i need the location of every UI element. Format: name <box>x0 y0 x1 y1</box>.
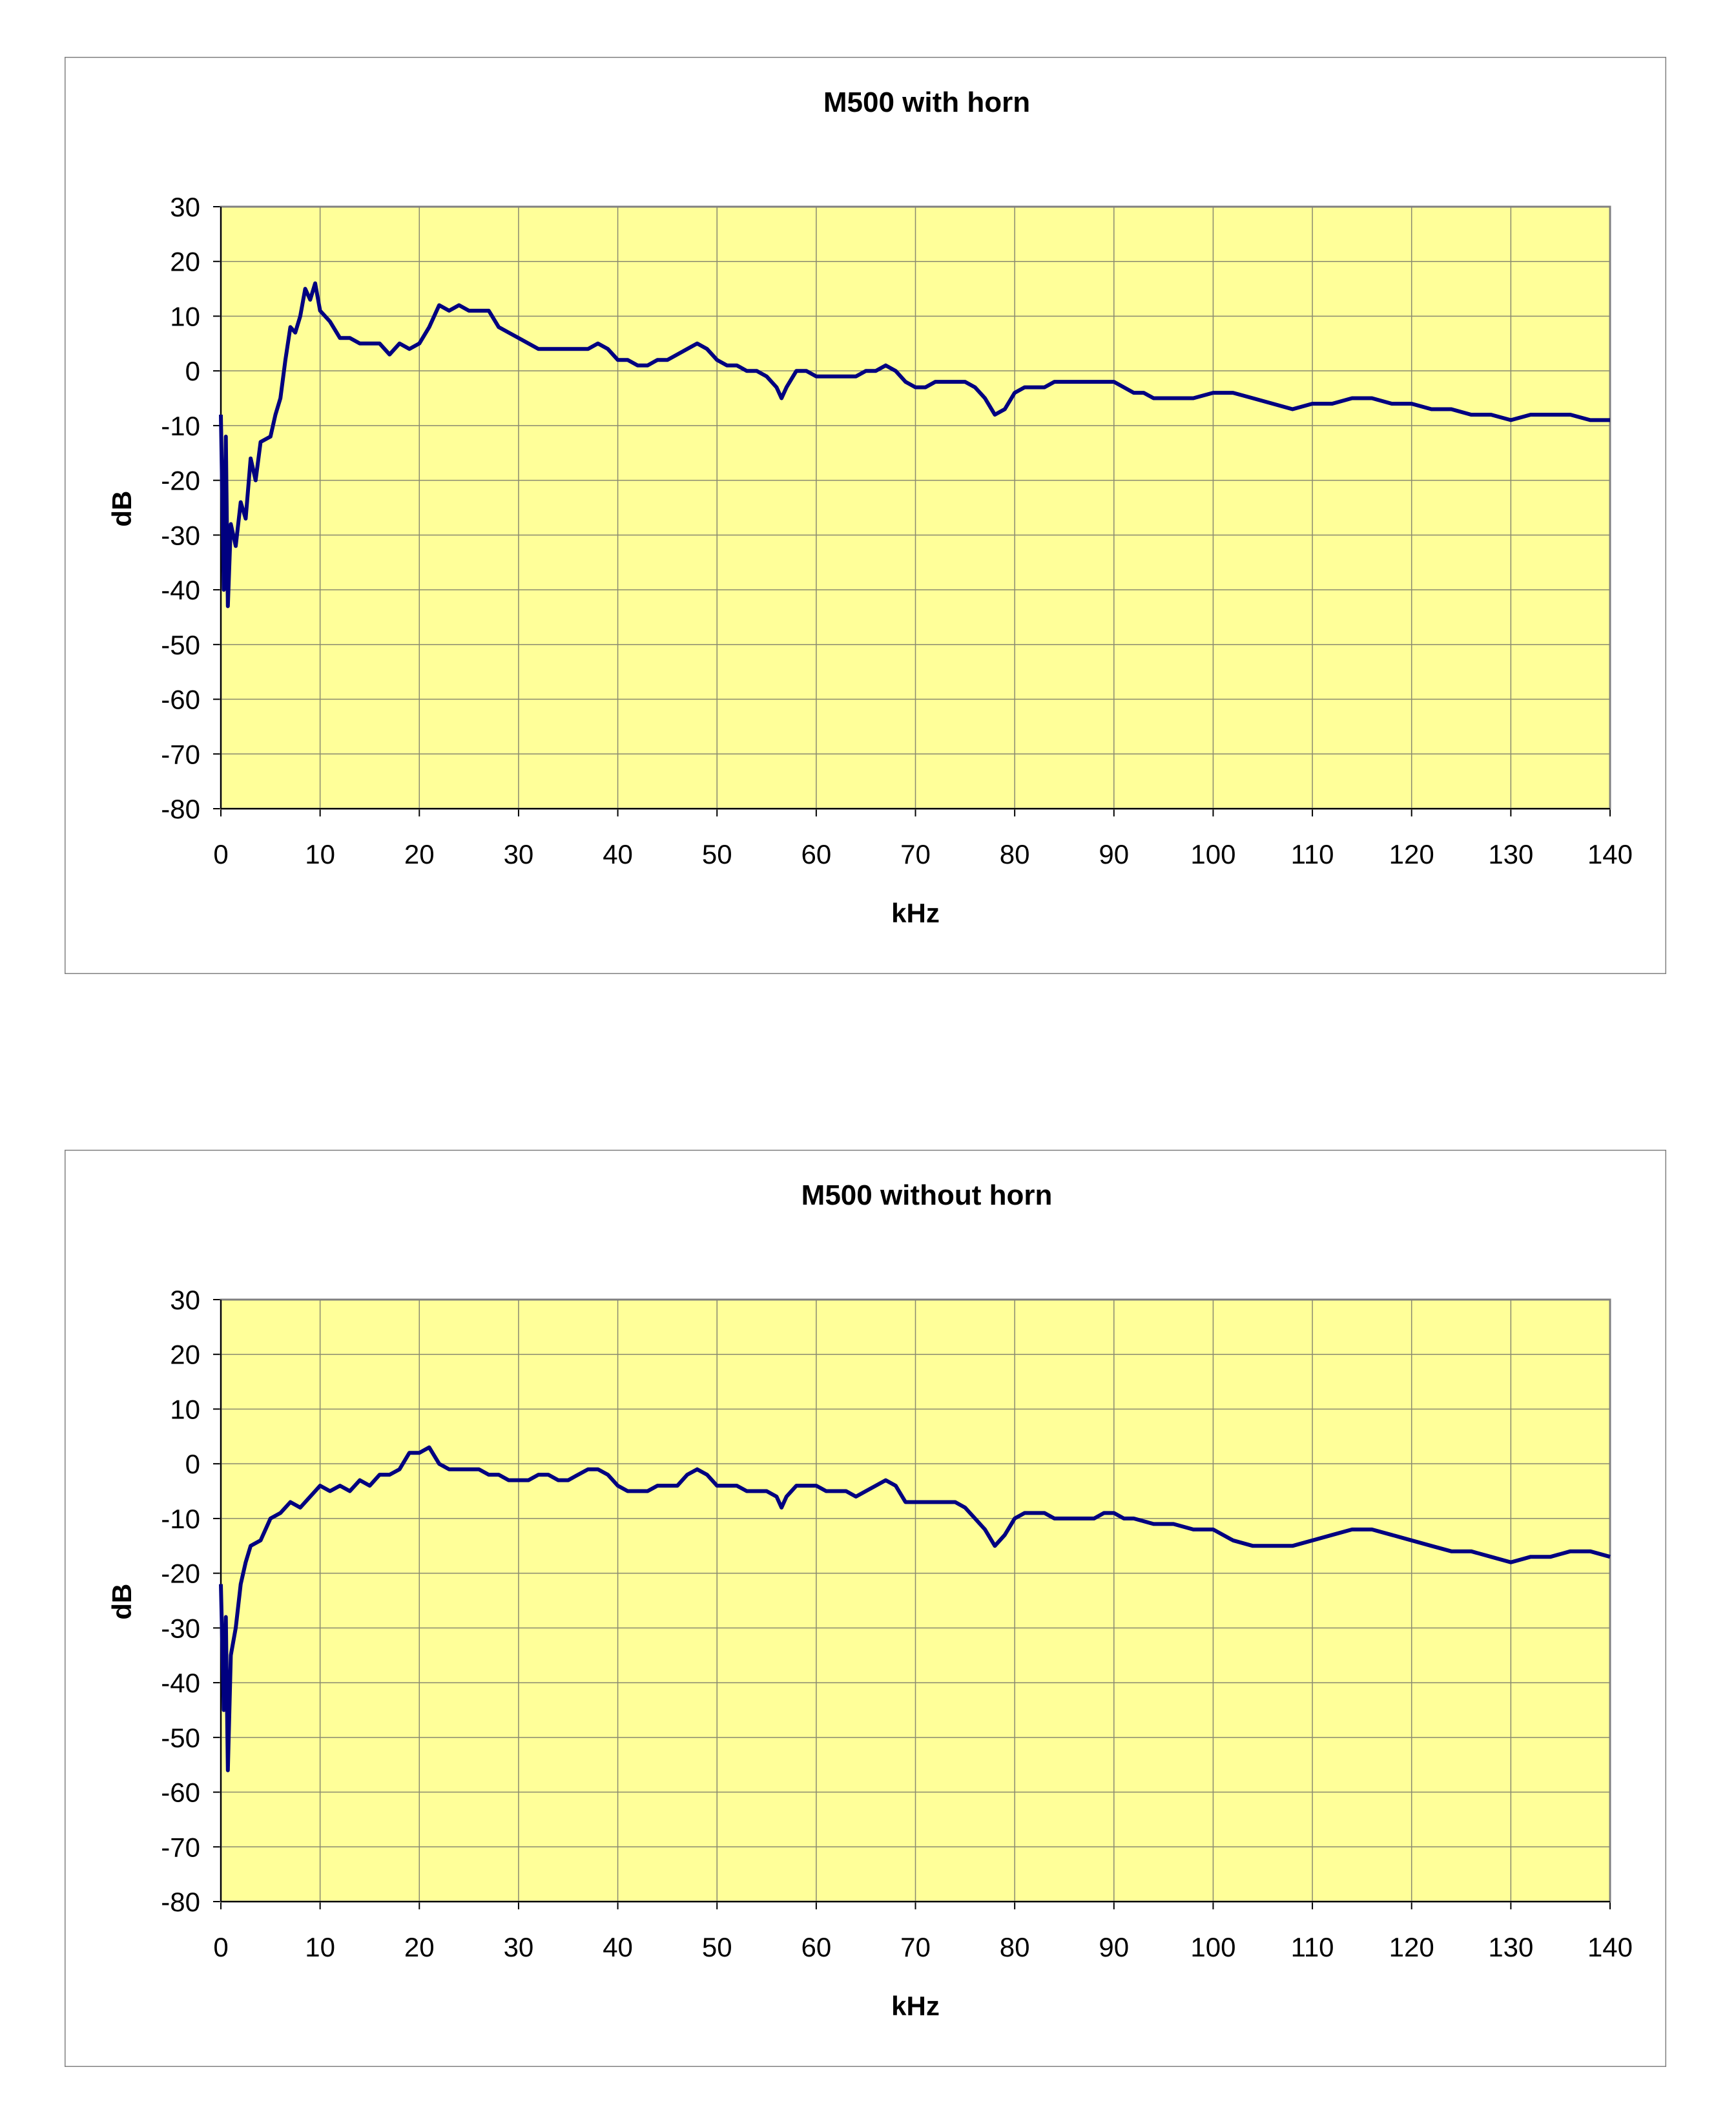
y-tick-label: -10 <box>161 1504 200 1534</box>
data-series-line <box>219 281 1610 608</box>
x-tick-label: 50 <box>702 839 732 869</box>
y-tick-label: 0 <box>185 1449 200 1479</box>
y-tick-label: -60 <box>161 685 200 715</box>
x-tick-label: 90 <box>1099 1932 1129 1962</box>
x-tick-label: 90 <box>1099 839 1129 869</box>
y-axis-label: dB <box>107 1584 137 1620</box>
x-tick-label: 70 <box>900 1932 931 1962</box>
x-axis-label: kHz <box>891 1991 940 2021</box>
x-tick-label: 10 <box>305 1932 335 1962</box>
y-axis-label: dB <box>107 491 137 527</box>
x-tick-label: 130 <box>1488 1932 1533 1962</box>
x-tick-label: 10 <box>305 839 335 869</box>
chart-svg: 0 10 20 30 40 50 60 70 80 90 100 110 120 130 140302010… <box>65 1150 1666 2067</box>
y-tick-label: -80 <box>161 1887 200 1917</box>
x-tick-label: 40 <box>603 839 633 869</box>
y-tick-label: -30 <box>161 520 200 550</box>
x-tick-label: 70 <box>900 839 931 869</box>
y-tick-label: -50 <box>161 630 200 660</box>
x-tick-label: 50 <box>702 1932 732 1962</box>
x-tick-label: 0 <box>213 1932 228 1962</box>
x-tick-label: 110 <box>1291 1932 1334 1962</box>
y-tick-label: 10 <box>170 301 200 331</box>
x-tick-label: 30 <box>504 839 534 869</box>
x-tick-label: 120 <box>1389 839 1434 869</box>
y-tick-label: -40 <box>161 1668 200 1698</box>
y-tick-label: -20 <box>161 466 200 496</box>
y-tick-label: -70 <box>161 1832 200 1862</box>
chart-title: M500 without horn <box>801 1179 1053 1211</box>
y-tick-label: 30 <box>170 1285 200 1315</box>
y-tick-label: -50 <box>161 1723 200 1753</box>
y-tick-label: -40 <box>161 575 200 605</box>
x-tick-label: 80 <box>1000 1932 1030 1962</box>
x-tick-label: 60 <box>801 839 831 869</box>
y-tick-label: -80 <box>161 794 200 824</box>
x-tick-label: 140 <box>1587 839 1633 869</box>
x-tick-label: 130 <box>1488 839 1533 869</box>
y-tick-label: -10 <box>161 411 200 441</box>
chart-title: M500 with horn <box>823 87 1030 118</box>
x-tick-label: 100 <box>1190 1932 1235 1962</box>
x-tick-label: 40 <box>603 1932 633 1962</box>
data-series-line <box>219 1445 1611 1772</box>
x-axis-label: kHz <box>891 898 940 928</box>
x-tick-label: 140 <box>1587 1932 1633 1962</box>
chart-with-horn: 0 10 20 30 40 50 60 70 80 90 100 110 120 130 140 30 20 10… <box>65 57 1666 974</box>
y-tick-label: 30 <box>170 192 200 222</box>
x-tick-label: 60 <box>801 1932 831 1962</box>
y-tick-label: -70 <box>161 739 200 769</box>
x-tick-label: 30 <box>504 1932 534 1962</box>
x-tick-label: 80 <box>1000 839 1030 869</box>
x-tick-label: 20 <box>404 1932 435 1962</box>
y-tick-label: -60 <box>161 1778 200 1808</box>
chart-svg: 0 10 20 30 40 50 60 70 80 90 100 110 120 130 140302010… <box>65 57 1666 974</box>
y-tick-label: 20 <box>170 1340 200 1370</box>
y-tick-label: 10 <box>170 1394 200 1424</box>
y-tick-label: 20 <box>170 247 200 277</box>
y-tick-label: -30 <box>161 1613 200 1643</box>
y-tick-label: 0 <box>185 356 200 386</box>
y-tick-label: -20 <box>161 1559 200 1589</box>
chart-without-horn: 0 10 20 30 40 50 60 70 80 90 100 110 120 130 140 30 20 10… <box>65 1150 1666 2067</box>
x-tick-label: 0 <box>213 839 228 869</box>
x-tick-label: 20 <box>404 839 435 869</box>
x-tick-label: 100 <box>1190 839 1235 869</box>
x-tick-label: 110 <box>1291 839 1334 869</box>
x-tick-label: 120 <box>1389 1932 1434 1962</box>
